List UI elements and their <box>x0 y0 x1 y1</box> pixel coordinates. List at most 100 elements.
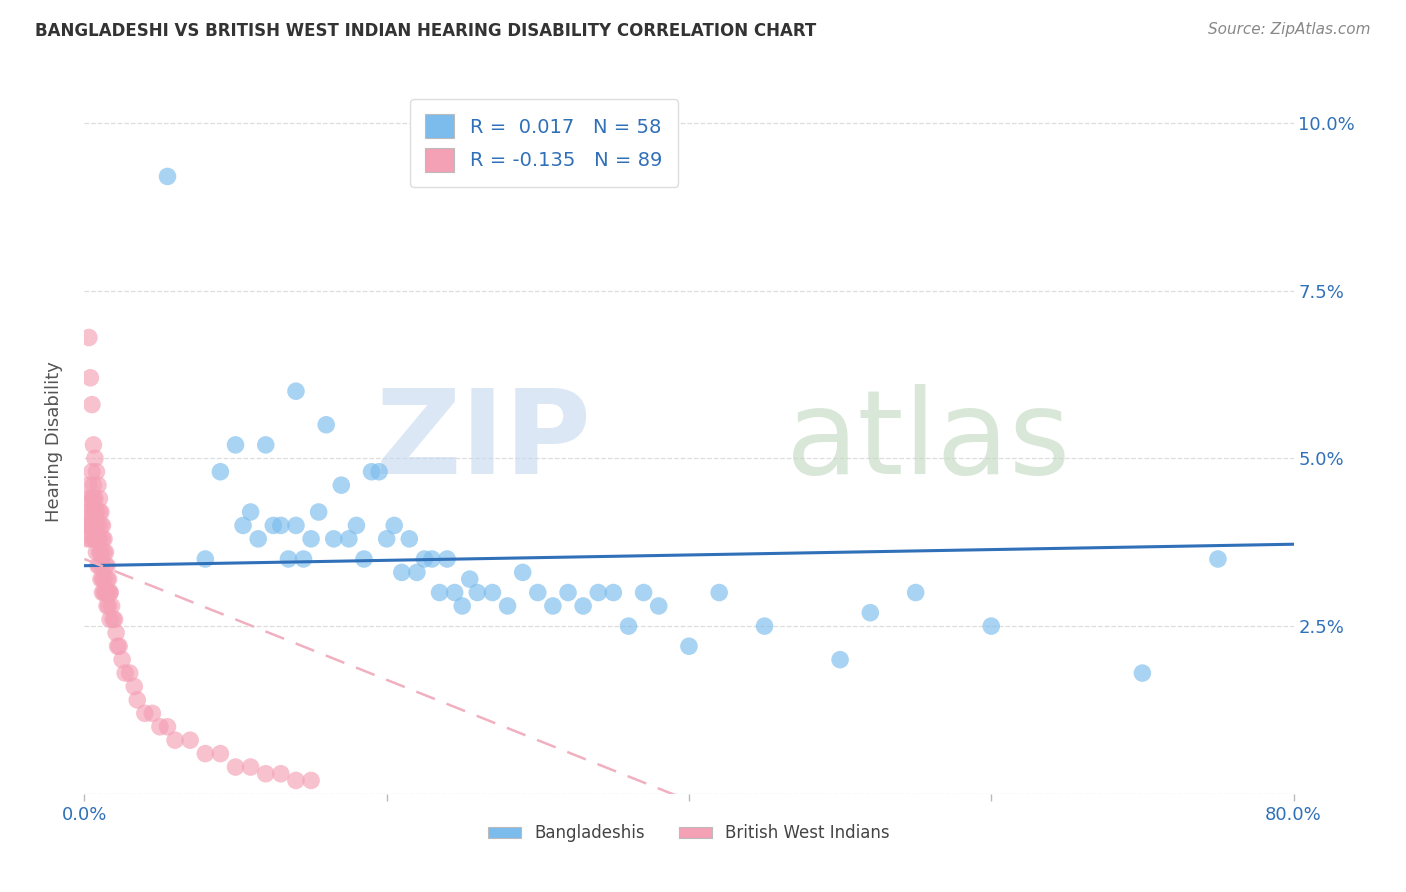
Point <box>194 747 217 761</box>
Point <box>89 505 111 519</box>
Point <box>77 478 100 492</box>
Point <box>225 760 247 774</box>
Point <box>572 599 595 613</box>
Y-axis label: Hearing Disability: Hearing Disability <box>45 361 63 522</box>
Point <box>382 518 405 533</box>
Point <box>91 558 114 573</box>
Point <box>80 465 103 479</box>
Point <box>980 619 1002 633</box>
Point <box>80 491 103 506</box>
Point <box>141 706 163 721</box>
Point <box>156 169 179 184</box>
Text: ZIP: ZIP <box>377 384 592 499</box>
Point <box>588 585 610 599</box>
Point <box>97 585 120 599</box>
Point <box>108 639 131 653</box>
Point <box>451 599 474 613</box>
Point <box>94 558 117 573</box>
Point <box>225 438 247 452</box>
Point <box>709 585 731 599</box>
Point <box>633 585 655 599</box>
Point <box>232 518 254 533</box>
Point <box>93 545 115 559</box>
Point <box>830 653 852 667</box>
Point <box>114 666 136 681</box>
Point <box>391 566 413 580</box>
Point <box>87 558 110 573</box>
Point <box>79 505 101 519</box>
Point <box>678 639 700 653</box>
Point <box>458 572 481 586</box>
Point <box>86 505 108 519</box>
Point <box>239 760 262 774</box>
Point <box>254 438 277 452</box>
Point <box>104 612 127 626</box>
Point <box>156 720 179 734</box>
Point <box>82 438 104 452</box>
Text: BANGLADESHI VS BRITISH WEST INDIAN HEARING DISABILITY CORRELATION CHART: BANGLADESHI VS BRITISH WEST INDIAN HEARI… <box>35 22 817 40</box>
Point <box>84 491 107 506</box>
Point <box>308 505 330 519</box>
Point <box>82 505 104 519</box>
Point <box>82 478 104 492</box>
Point <box>467 585 489 599</box>
Point <box>239 505 262 519</box>
Point <box>617 619 640 633</box>
Point <box>315 417 337 432</box>
Point <box>89 558 111 573</box>
Point <box>122 680 145 694</box>
Point <box>100 599 122 613</box>
Point <box>299 773 322 788</box>
Point <box>557 585 579 599</box>
Text: Source: ZipAtlas.com: Source: ZipAtlas.com <box>1208 22 1371 37</box>
Point <box>89 491 111 506</box>
Point <box>75 518 97 533</box>
Point <box>420 552 443 566</box>
Point <box>292 552 315 566</box>
Point <box>904 585 927 599</box>
Point <box>127 693 149 707</box>
Point <box>98 585 121 599</box>
Point <box>77 330 100 344</box>
Point <box>602 585 624 599</box>
Point <box>82 532 104 546</box>
Point <box>346 518 368 533</box>
Point <box>80 398 103 412</box>
Point <box>98 612 121 626</box>
Point <box>541 599 564 613</box>
Point <box>82 491 104 506</box>
Point <box>107 639 129 653</box>
Point <box>90 572 112 586</box>
Point <box>165 733 187 747</box>
Point <box>754 619 776 633</box>
Point <box>277 552 299 566</box>
Point <box>285 384 308 399</box>
Point <box>859 606 882 620</box>
Point <box>270 518 292 533</box>
Point <box>436 552 458 566</box>
Point <box>429 585 451 599</box>
Point <box>97 599 120 613</box>
Point <box>101 612 124 626</box>
Point <box>94 545 117 559</box>
Point <box>179 733 201 747</box>
Point <box>90 545 112 559</box>
Point <box>496 599 519 613</box>
Point <box>87 532 110 546</box>
Point <box>194 552 217 566</box>
Point <box>91 585 114 599</box>
Point <box>398 532 420 546</box>
Point <box>76 532 98 546</box>
Point <box>77 491 100 506</box>
Point <box>84 451 107 466</box>
Point <box>413 552 436 566</box>
Point <box>93 572 115 586</box>
Point <box>77 518 100 533</box>
Text: atlas: atlas <box>786 384 1071 499</box>
Point <box>96 599 118 613</box>
Point <box>91 532 114 546</box>
Point <box>89 532 111 546</box>
Point <box>1206 552 1229 566</box>
Point <box>209 465 232 479</box>
Point <box>87 518 110 533</box>
